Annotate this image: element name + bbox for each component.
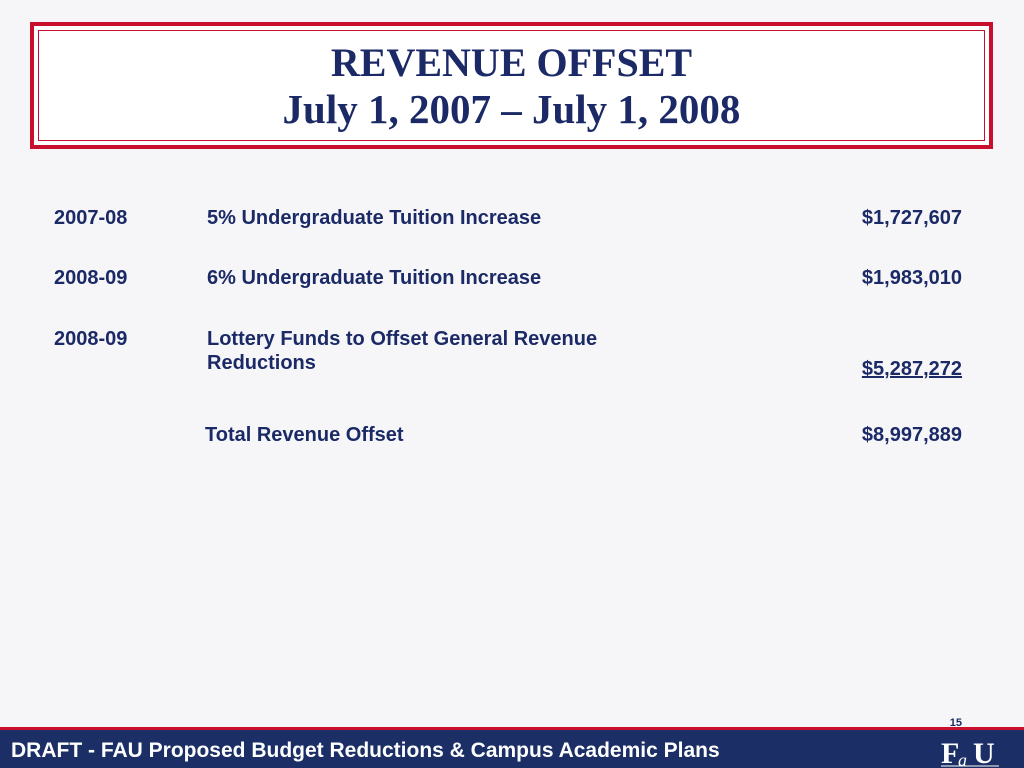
fau-logo-mark: F a U bbox=[941, 737, 999, 768]
svg-text:F: F bbox=[941, 737, 959, 768]
slide-subtitle: July 1, 2007 – July 1, 2008 bbox=[282, 85, 741, 132]
total-label: Total Revenue Offset bbox=[205, 424, 404, 446]
title-box-inner: REVENUE OFFSET July 1, 2007 – July 1, 20… bbox=[38, 30, 985, 141]
row-description: 6% Undergraduate Tuition Increase bbox=[207, 267, 542, 289]
svg-text:a: a bbox=[958, 750, 967, 768]
row-amount: $1,983,010 bbox=[861, 267, 962, 289]
row-amount: $1,727,607 bbox=[861, 207, 962, 229]
row-description: Lottery Funds to Offset General Revenue … bbox=[207, 328, 598, 374]
row-description: 5% Undergraduate Tuition Increase bbox=[207, 207, 542, 229]
title-box: REVENUE OFFSET July 1, 2007 – July 1, 20… bbox=[30, 22, 993, 149]
total-amount: $8,997,889 bbox=[861, 424, 962, 446]
footer-bar: DRAFT - FAU Proposed Budget Reductions &… bbox=[0, 727, 1024, 768]
fau-logo: F a U bbox=[939, 734, 1003, 768]
footer-text: DRAFT - FAU Proposed Budget Reductions &… bbox=[11, 739, 720, 762]
slide-title: REVENUE OFFSET bbox=[330, 39, 693, 85]
row-year: 2008-09 bbox=[54, 328, 128, 350]
svg-text:U: U bbox=[973, 737, 995, 768]
row-amount: $5,287,272 bbox=[861, 358, 962, 380]
row-year: 2007-08 bbox=[54, 207, 128, 229]
row-year: 2008-09 bbox=[54, 267, 128, 289]
page-number: 15 bbox=[949, 717, 962, 729]
